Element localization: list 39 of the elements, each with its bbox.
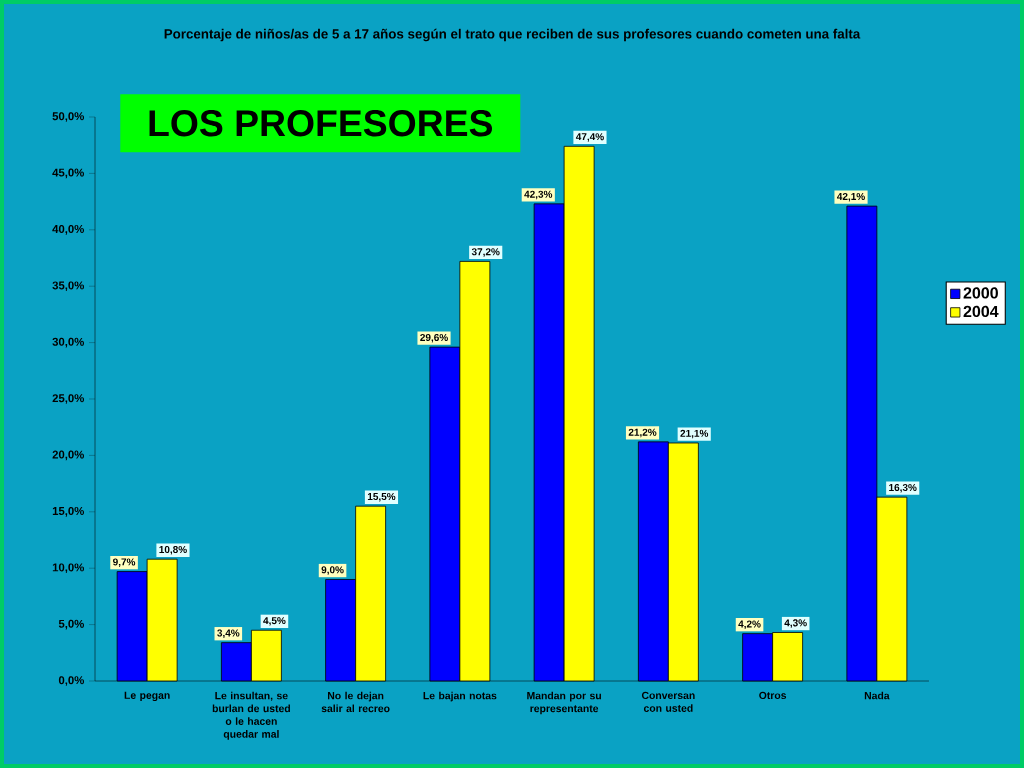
x-tick-label: Conversan con usted bbox=[641, 691, 695, 712]
data-label: 4,2% bbox=[738, 620, 761, 629]
data-label: 47,4% bbox=[575, 133, 604, 142]
y-tick-label: 5,0% bbox=[58, 619, 84, 630]
data-label: 21,2% bbox=[628, 428, 657, 438]
y-tick-label: 40,0% bbox=[52, 224, 84, 235]
legend-label: 2000 bbox=[963, 287, 998, 299]
data-label: 29,6% bbox=[420, 333, 448, 343]
data-label: 42,1% bbox=[836, 192, 865, 202]
y-tick-label: 15,0% bbox=[52, 506, 84, 517]
x-tick-label: Mandan por su representante bbox=[527, 691, 601, 715]
data-label: 10,8% bbox=[159, 545, 187, 555]
x-tick-label: Otros bbox=[759, 691, 787, 700]
y-tick-label: 35,0% bbox=[52, 281, 84, 292]
y-tick-label: 45,0% bbox=[52, 168, 84, 179]
x-tick-label: Le pegan bbox=[124, 691, 170, 702]
x-tick-label: Le bajan notas bbox=[423, 691, 497, 702]
y-tick-label: 25,0% bbox=[52, 394, 84, 404]
y-tick-label: 20,0% bbox=[52, 450, 84, 461]
data-label: 37,2% bbox=[471, 248, 500, 257]
legend-label: 2004 bbox=[963, 305, 999, 318]
data-label: 42,3% bbox=[524, 190, 553, 200]
data-label: 3,4% bbox=[217, 629, 240, 638]
data-label: 4,5% bbox=[263, 617, 286, 626]
y-tick-label: 10,0% bbox=[52, 563, 84, 574]
data-label: 4,3% bbox=[784, 619, 807, 628]
data-label: 15,5% bbox=[367, 492, 396, 502]
data-label: 9,7% bbox=[113, 558, 136, 567]
y-tick-label: 0,0% bbox=[58, 676, 84, 686]
chart-title: Porcentaje de niños/as de 5 a 17 años según el trato que reciben de sus profesores cuando cometen una falta bbox=[164, 28, 861, 42]
data-label: 16,3% bbox=[889, 483, 917, 493]
y-tick-label: 30,0% bbox=[52, 337, 84, 348]
data-label: 21,1% bbox=[680, 429, 709, 439]
x-tick-label: Le insultan, se burlan de usted o le hacen quedar mal bbox=[212, 691, 290, 740]
x-tick-label: Nada bbox=[864, 691, 890, 700]
x-tick-label: No le dejan salir al recreo bbox=[321, 691, 390, 713]
y-tick-label: 50,0% bbox=[52, 112, 84, 122]
annotation: LOS PROFESORES bbox=[149, 110, 493, 137]
data-label: 9,0% bbox=[321, 566, 344, 575]
